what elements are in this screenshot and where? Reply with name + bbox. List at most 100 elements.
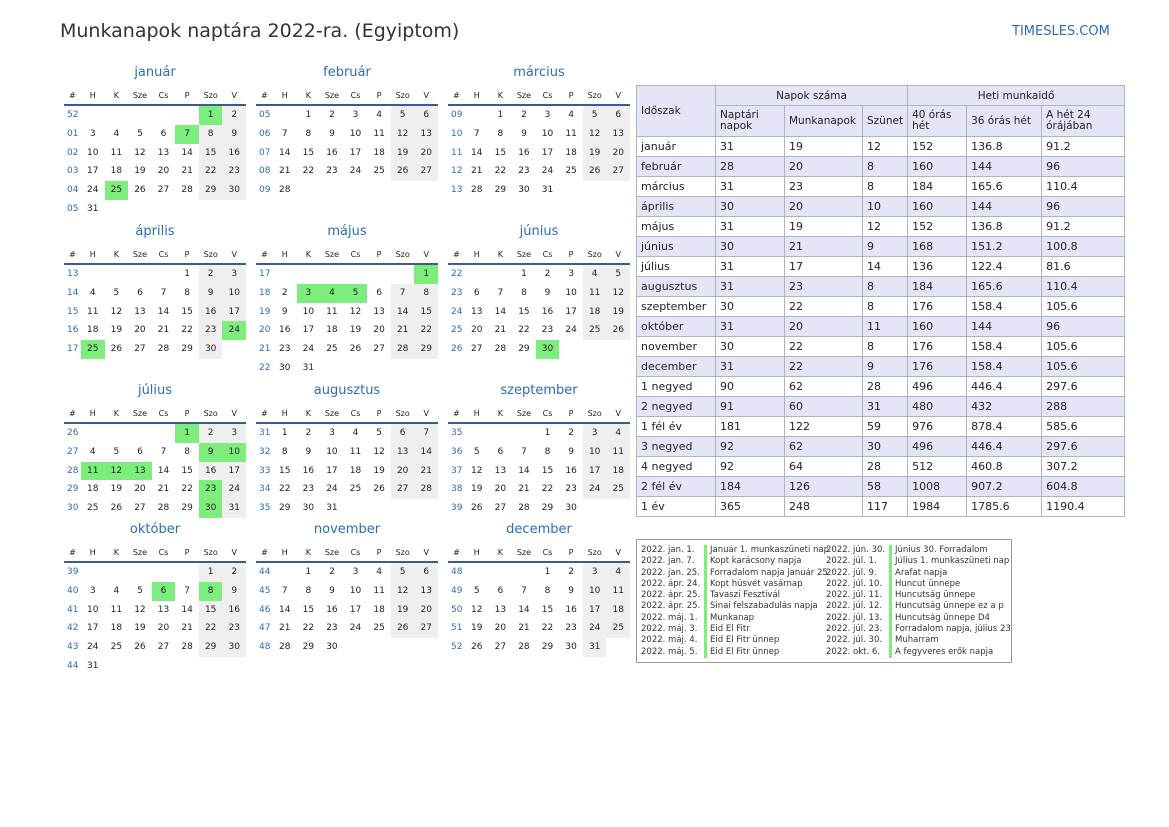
site-link[interactable]: TIMESLES.COM [1012, 24, 1110, 39]
day-cell: 30 [198, 499, 223, 518]
day-cell: 7 [414, 424, 439, 443]
day-cell: 22 [302, 166, 315, 177]
weekday-header: # H K Sze Cs P Szo V [64, 247, 246, 265]
weekday-label: Cs [158, 250, 169, 259]
stats-cell: 4 negyed [636, 456, 716, 477]
week-number: 01 [67, 128, 79, 139]
holiday-date: 2022. ápr. 25. [641, 590, 701, 601]
stats-cell: 96 [1041, 156, 1126, 177]
week-row: 48 28 29 30 [256, 638, 438, 657]
holiday-date: 2022. júl. 30. [826, 635, 883, 646]
weekday-label: Cs [542, 91, 553, 100]
day-cell: 3 [89, 128, 96, 139]
weekday-label: V [231, 548, 237, 557]
day-cell: 1 [175, 424, 199, 443]
day-cell: 21 [181, 623, 193, 634]
holiday-date: 2022. júl. 11. [826, 590, 883, 601]
day-cell: 29 [198, 181, 223, 200]
week-row: 18 2 3 4 5 6 7 8 [256, 283, 439, 303]
week-number: 18 [259, 287, 271, 298]
day-cell: 29 [279, 503, 291, 514]
holiday-date: 2022. máj. 4. [641, 635, 698, 646]
day-cell: 27 [606, 162, 631, 182]
weekday-label: H [473, 548, 480, 557]
week-row: 39 26 27 28 29 30 [448, 499, 630, 518]
day-cell: 9 [222, 581, 247, 601]
day-cell: 21 [279, 623, 291, 634]
day-cell: 19 [349, 325, 362, 336]
day-cell: 13 [390, 442, 415, 462]
stats-cell: 168 [907, 236, 968, 257]
day-cell: 18 [565, 147, 577, 158]
day-cell: 7 [521, 585, 527, 596]
day-cell: 13 [471, 306, 483, 317]
week-row: 34 22 23 24 25 26 27 28 [256, 480, 439, 500]
day-cell [175, 563, 199, 582]
weekday-label: K [305, 409, 311, 418]
day-cell: 15 [198, 600, 223, 620]
holiday-item: 2022. ápr. 24. Kopt húsvét vasárnap [641, 578, 828, 591]
day-cell: 31 [87, 203, 99, 214]
day-cell: 27 [390, 480, 415, 500]
day-cell [81, 106, 105, 125]
weekday-label: Sze [324, 548, 340, 557]
week-number: 48 [451, 567, 463, 577]
month-block: március # H K Sze Cs P Szo V 09 1 2 3 4 5 6 10 7 8 9 10 11 12 1… [448, 64, 631, 200]
stats-row: március 31 23 8 184 165.6 110.4 [636, 176, 1126, 197]
week-number: 07 [259, 147, 271, 158]
day-cell: 16 [326, 147, 338, 158]
weekday-label: K [113, 91, 119, 100]
day-cell: 29 [541, 642, 554, 653]
day-cell [105, 106, 129, 125]
day-cell: 19 [471, 623, 483, 634]
day-cell: 31 [582, 638, 607, 657]
weekday-label: # [453, 91, 460, 100]
day-cell: 5 [376, 428, 382, 438]
day-cell: 24 [222, 321, 247, 341]
day-cell: 11 [80, 461, 105, 481]
week-row: 49 5 6 7 8 9 10 11 [448, 581, 631, 601]
week-number: 43 [67, 642, 79, 653]
day-cell [465, 563, 489, 582]
day-cell: 31 [302, 362, 315, 373]
day-cell: 5 [390, 106, 415, 125]
day-cell: 13 [494, 604, 507, 615]
weekday-header: # H K Sze Cs P Szo V [448, 545, 630, 563]
weekday-label: # [261, 250, 268, 259]
weekday-header: # H K Sze Cs P Szo V [64, 406, 246, 424]
stats-cell: 1190.4 [1041, 496, 1126, 517]
week-row: 35 29 30 31 [256, 499, 438, 518]
stats-cell: 105.6 [1041, 336, 1126, 357]
week-row: 02 10 11 12 13 14 15 16 [64, 143, 247, 163]
weekday-label: H [89, 91, 96, 100]
day-cell: 9 [198, 283, 223, 303]
day-cell [344, 359, 368, 378]
holiday-item: 2022. júl. 30. Muharram [826, 635, 1013, 647]
day-cell [367, 638, 391, 657]
day-cell: 18 [326, 325, 338, 336]
stats-cell: 136.8 [966, 136, 1043, 157]
day-cell [391, 499, 415, 518]
day-cell: 2 [222, 106, 247, 125]
day-cell: 30 [326, 642, 338, 653]
stats-cell: 105.6 [1041, 356, 1126, 377]
day-cell: 26 [349, 344, 362, 355]
week-number: 35 [451, 428, 463, 438]
stats-cell: 160 [907, 156, 968, 177]
week-number: 46 [259, 604, 271, 615]
day-cell: 10 [349, 585, 362, 596]
day-cell: 15 [181, 306, 193, 317]
day-cell [105, 657, 129, 676]
day-cell: 12 [606, 283, 631, 303]
week-row: 17 25 26 27 28 29 30 [64, 340, 246, 359]
day-cell [414, 359, 438, 378]
stats-cell: 91 [715, 396, 785, 417]
day-cell: 13 [494, 465, 507, 476]
day-cell: 30 [565, 642, 577, 653]
day-cell: 18 [349, 465, 362, 476]
weekday-label: Sze [132, 409, 148, 418]
day-cell: 1 [198, 563, 223, 582]
weekday-header: # H K Sze Cs P Szo V [64, 545, 246, 563]
holiday-date: 2022. júl. 23. [826, 624, 883, 635]
day-cell: 1 [544, 567, 551, 577]
